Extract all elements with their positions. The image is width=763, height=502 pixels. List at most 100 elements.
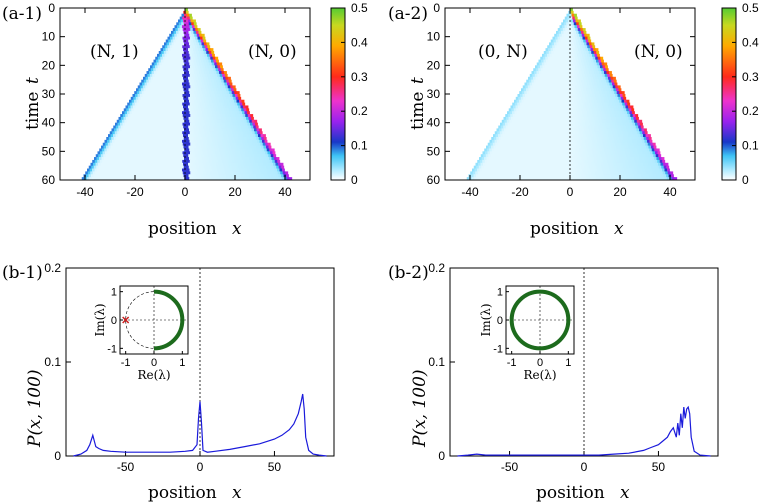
heatmap-cell bbox=[584, 139, 588, 144]
heatmap-cell bbox=[171, 91, 175, 95]
heatmap-cell bbox=[558, 79, 562, 83]
heatmap-cell bbox=[470, 171, 474, 175]
heatmap-cell bbox=[584, 157, 587, 161]
heatmap-cell bbox=[208, 59, 212, 63]
heatmap-cell bbox=[211, 59, 214, 63]
heatmap-cell bbox=[116, 148, 120, 152]
heatmap-cell bbox=[213, 76, 216, 81]
heatmap-cell bbox=[115, 125, 119, 129]
heatmap-cell bbox=[180, 65, 183, 69]
heatmap-cell bbox=[619, 148, 623, 152]
heatmap-cell bbox=[239, 99, 242, 103]
heatmap-cell bbox=[500, 125, 504, 129]
heatmap-cell bbox=[591, 62, 595, 66]
heatmap-cell bbox=[98, 162, 101, 167]
heatmap-cell bbox=[626, 137, 630, 141]
heatmap-cell bbox=[220, 171, 224, 175]
heatmap-cell bbox=[182, 151, 186, 155]
heatmap-cell bbox=[96, 165, 100, 169]
heatmap-cell bbox=[622, 159, 626, 164]
heatmap-cell bbox=[593, 68, 597, 72]
heatmap-cell bbox=[534, 73, 538, 78]
heatmap-cell bbox=[167, 73, 171, 78]
heatmap-cell bbox=[108, 162, 111, 167]
heatmap-cell bbox=[242, 171, 246, 175]
heatmap-cell bbox=[575, 76, 579, 81]
heatmap-cell bbox=[213, 134, 216, 138]
heatmap-cell bbox=[535, 65, 538, 69]
heatmap-cell bbox=[575, 105, 579, 109]
heatmap-cell bbox=[632, 111, 635, 115]
heatmap-cell bbox=[604, 71, 607, 75]
heatmap-cell bbox=[641, 157, 645, 161]
heatmap-cell bbox=[620, 142, 624, 146]
heatmap-cell bbox=[141, 148, 145, 152]
heatmap-cell bbox=[592, 45, 596, 49]
heatmap-cell bbox=[563, 51, 567, 55]
heatmap-cell bbox=[558, 59, 562, 63]
heatmap-cell bbox=[572, 16, 576, 20]
heatmap-cell bbox=[528, 154, 532, 158]
heatmap-cell bbox=[219, 168, 223, 172]
heatmap-cell bbox=[599, 128, 602, 132]
heatmap-cell bbox=[547, 171, 551, 175]
heatmap-cell bbox=[124, 111, 128, 115]
heatmap-cell bbox=[142, 82, 145, 86]
heatmap-cell bbox=[156, 71, 160, 75]
heatmap-cell bbox=[154, 62, 158, 66]
heatmap-cell bbox=[169, 157, 172, 161]
heatmap-cell bbox=[161, 62, 165, 66]
heatmap-cell bbox=[186, 33, 190, 38]
heatmap-cell bbox=[521, 137, 525, 141]
heatmap-cell bbox=[211, 145, 214, 149]
heatmap-cell bbox=[564, 45, 568, 49]
heatmap-cell bbox=[591, 116, 594, 121]
heatmap-cell bbox=[128, 105, 131, 109]
heatmap-cell bbox=[225, 105, 229, 109]
heatmap-cell bbox=[641, 145, 644, 149]
heatmap-cell bbox=[556, 137, 560, 141]
heatmap-cell bbox=[492, 142, 496, 146]
heatmap-cell bbox=[259, 157, 262, 161]
heatmap-cell bbox=[216, 79, 220, 83]
heatmap-cell bbox=[244, 168, 248, 172]
heatmap-cell bbox=[602, 139, 605, 144]
heatmap-cell bbox=[602, 111, 605, 115]
heatmap-cell bbox=[658, 162, 661, 167]
heatmap-cell bbox=[533, 79, 537, 83]
heatmap-cell bbox=[551, 99, 555, 103]
heatmap-cell bbox=[185, 8, 188, 12]
heatmap-cell bbox=[192, 85, 196, 89]
heatmap-cell bbox=[623, 154, 627, 158]
heatmap-cell bbox=[543, 59, 547, 63]
heatmap-cell bbox=[229, 168, 233, 172]
heatmap-cell bbox=[548, 137, 552, 141]
heatmap-cell bbox=[154, 131, 158, 135]
heatmap-cell bbox=[592, 114, 596, 118]
heatmap-cell bbox=[136, 174, 139, 178]
heatmap-cell bbox=[607, 111, 610, 115]
heatmap-cell bbox=[202, 94, 206, 98]
heatmap-cell bbox=[170, 39, 174, 43]
heatmap-cell bbox=[589, 82, 593, 86]
heatmap-cell bbox=[561, 71, 565, 75]
heatmap-cell bbox=[519, 139, 523, 144]
heatmap-cell bbox=[181, 165, 185, 169]
heatmap-cell bbox=[510, 134, 514, 138]
heatmap-cell bbox=[582, 65, 586, 69]
heatmap-cell bbox=[84, 177, 88, 180]
heatmap-cell bbox=[552, 73, 556, 78]
heatmap-cell bbox=[622, 171, 626, 175]
heatmap-cell bbox=[149, 73, 153, 78]
heatmap-cell bbox=[155, 65, 158, 69]
heatmap-cell bbox=[153, 162, 156, 167]
heatmap-cell bbox=[145, 134, 149, 138]
heatmap-cell bbox=[266, 177, 270, 180]
heatmap-cell bbox=[627, 114, 631, 118]
heatmap-cell bbox=[135, 162, 139, 167]
heatmap-cell bbox=[225, 76, 229, 81]
heatmap-cell bbox=[231, 88, 234, 92]
heatmap-cell bbox=[647, 171, 651, 175]
heatmap-cell bbox=[557, 114, 561, 118]
heatmap-cell bbox=[574, 128, 577, 132]
